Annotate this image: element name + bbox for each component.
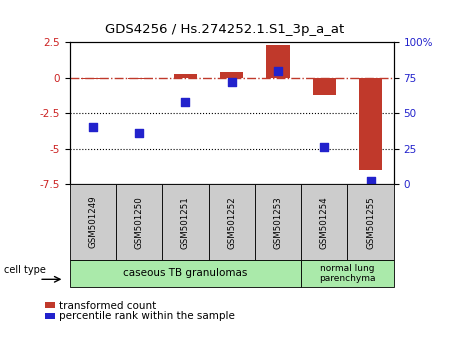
Text: GDS4256 / Hs.274252.1.S1_3p_a_at: GDS4256 / Hs.274252.1.S1_3p_a_at [105,23,345,36]
Point [135,130,143,136]
Text: caseous TB granulomas: caseous TB granulomas [123,268,248,279]
Text: GSM501252: GSM501252 [227,196,236,249]
Text: GSM501251: GSM501251 [181,196,190,249]
Bar [220,72,243,78]
Point [182,99,189,105]
Bar [266,45,290,78]
Text: GSM501255: GSM501255 [366,196,375,249]
Text: transformed count: transformed count [59,301,157,310]
Point [274,68,282,74]
Point [367,178,374,184]
Bar [174,74,197,78]
Text: GSM501254: GSM501254 [320,196,329,249]
Text: GSM501253: GSM501253 [274,196,283,249]
Text: normal lung
parenchyma: normal lung parenchyma [319,264,376,283]
Text: percentile rank within the sample: percentile rank within the sample [59,311,235,321]
Text: cell type: cell type [4,265,46,275]
Bar [359,78,382,170]
Bar [81,78,104,79]
Bar [313,78,336,95]
Point [321,144,328,150]
Text: GSM501250: GSM501250 [135,196,144,249]
Bar [128,78,151,79]
Point [89,125,96,130]
Point [228,79,235,85]
Text: GSM501249: GSM501249 [88,196,97,249]
